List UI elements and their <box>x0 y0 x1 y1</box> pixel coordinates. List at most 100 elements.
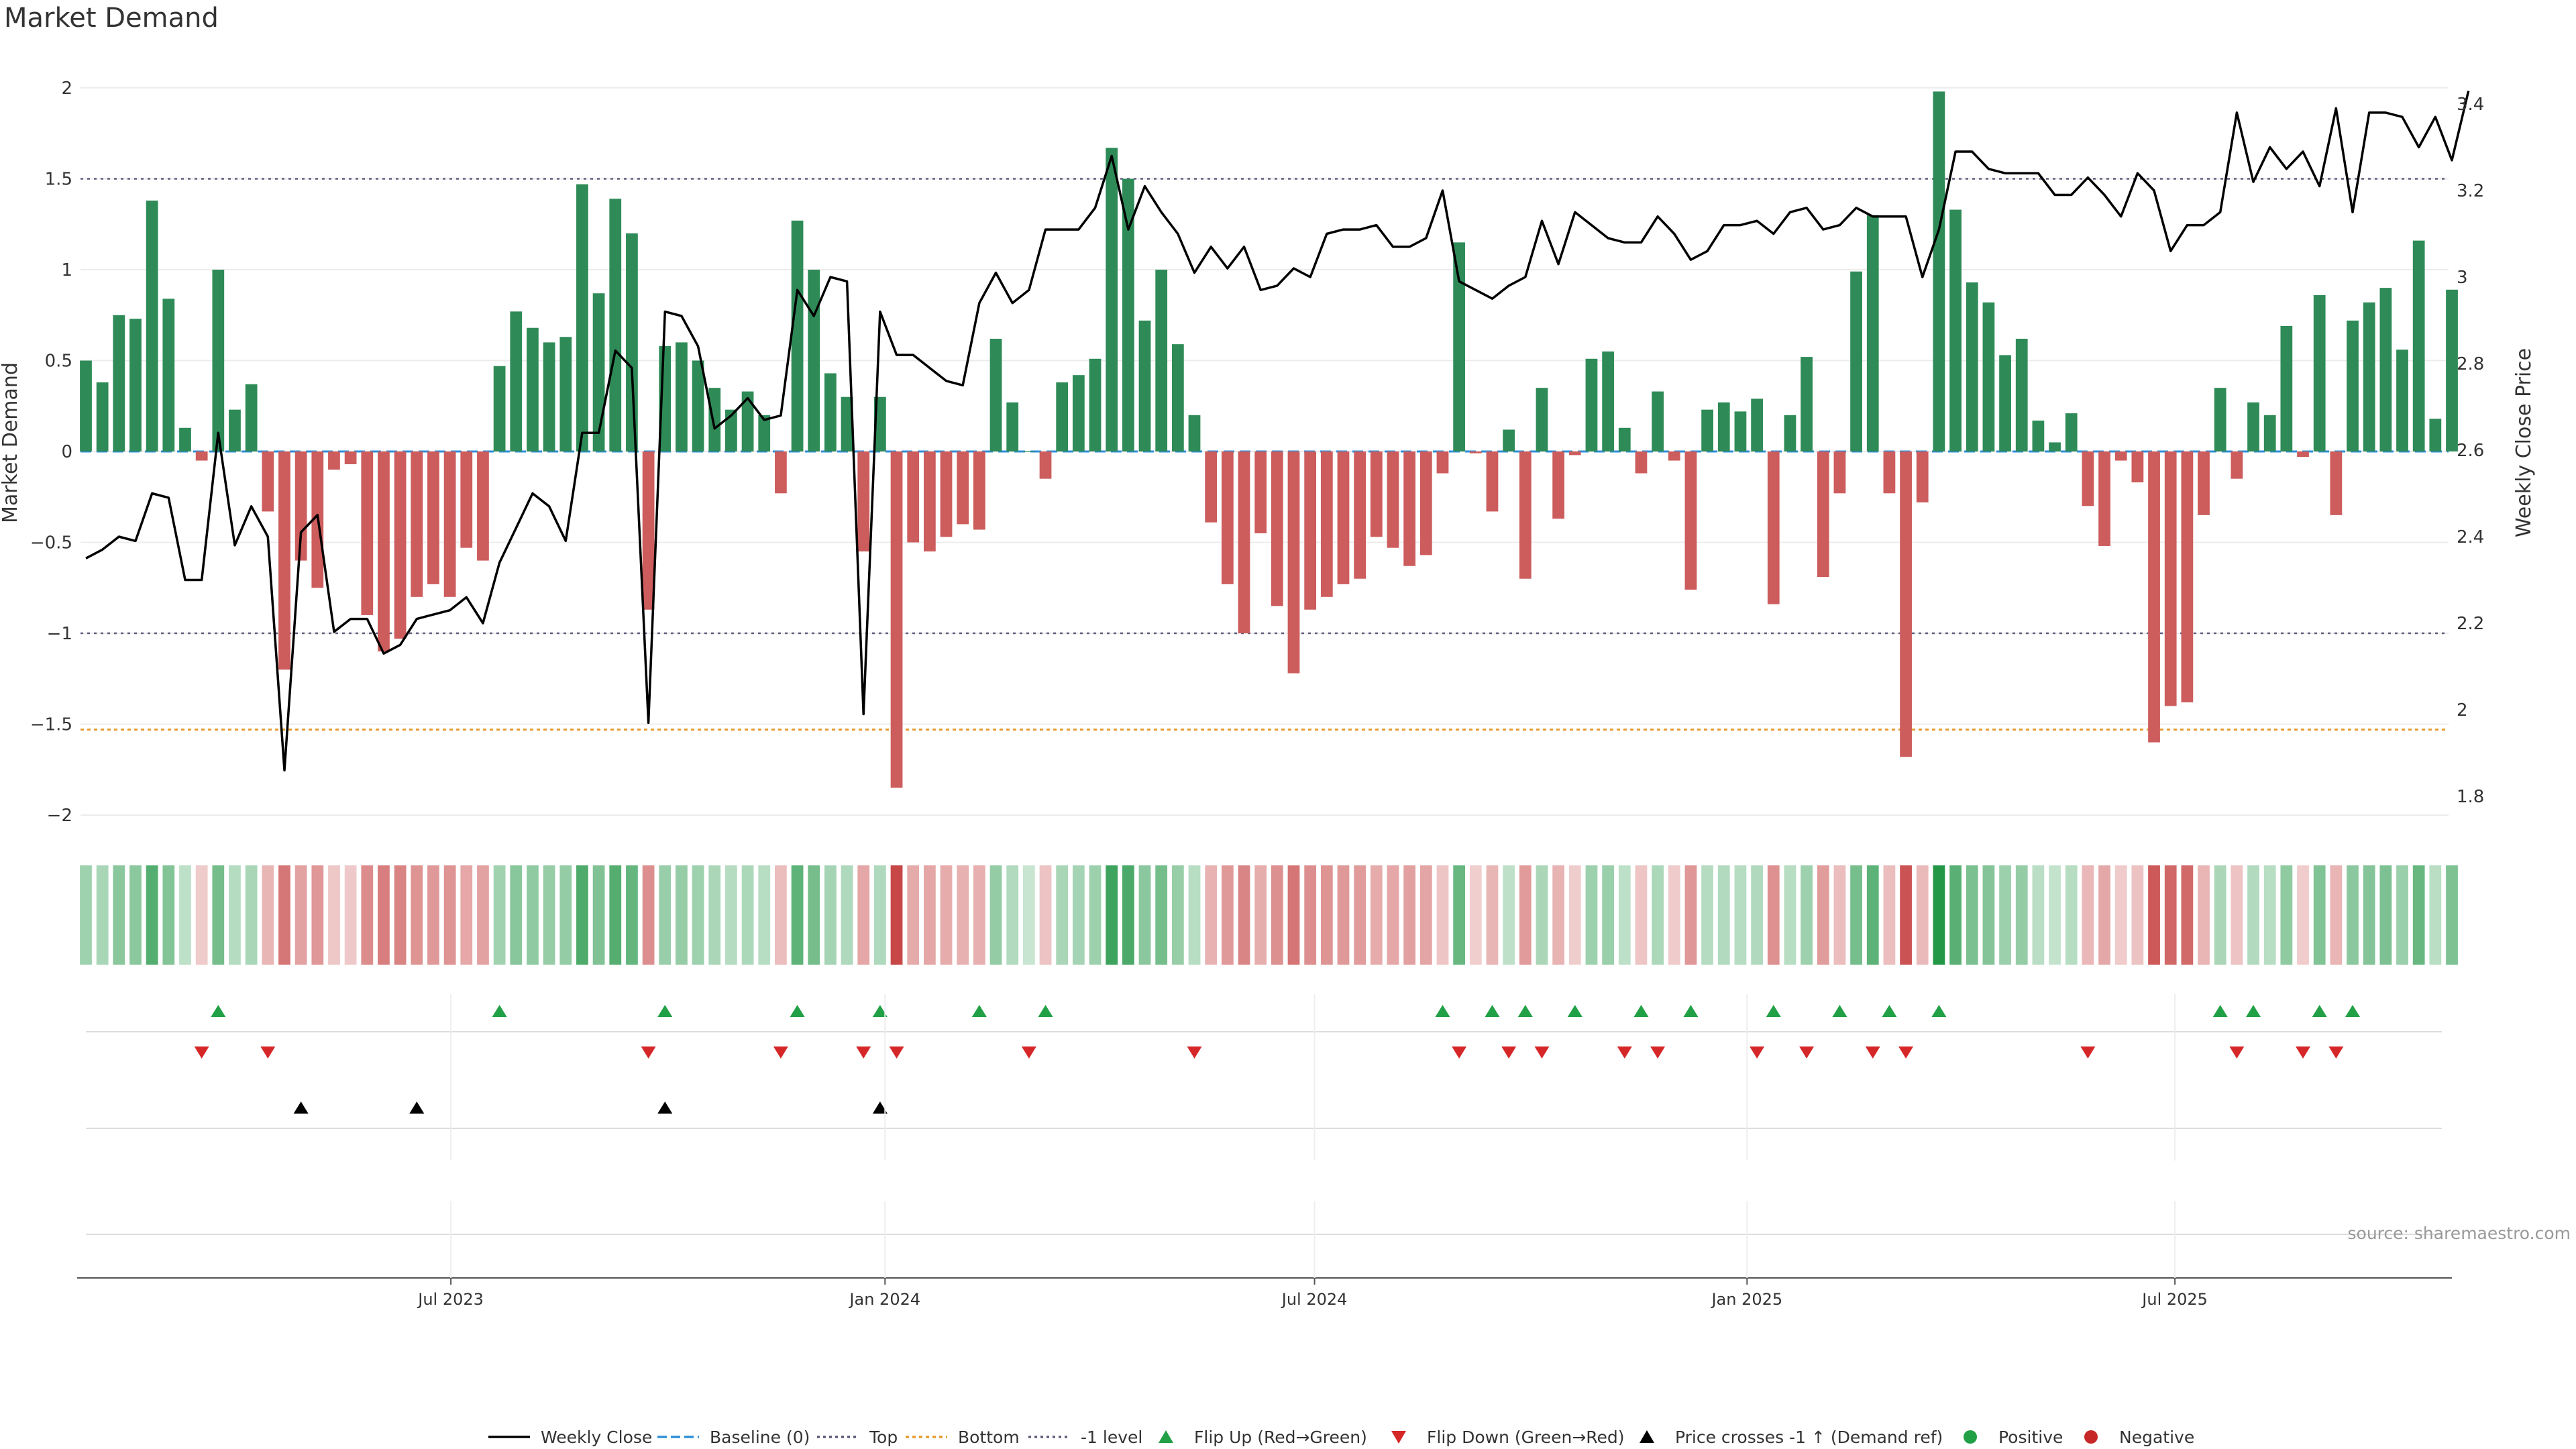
heat-cell <box>2363 865 2375 965</box>
demand-bar <box>924 451 936 552</box>
demand-bar <box>2247 402 2259 451</box>
demand-bar <box>2181 451 2194 702</box>
legend-label: Price crosses -1 ↑ (Demand ref) <box>1675 1428 1943 1447</box>
x-tick-label: Jul 2023 <box>417 1290 484 1309</box>
legend-swatch <box>2084 1430 2098 1444</box>
heat-cell <box>2214 865 2226 965</box>
heat-cell <box>808 865 820 965</box>
heat-cell <box>2446 865 2458 965</box>
heat-cell <box>775 865 787 965</box>
demand-bar <box>1089 358 1102 451</box>
heat-cell <box>1734 865 1747 965</box>
demand-bar <box>1072 375 1085 451</box>
demand-bar <box>195 451 208 461</box>
heat-cell <box>1503 865 1515 965</box>
heat-cell <box>1171 865 1184 965</box>
heat-cell <box>129 865 142 965</box>
demand-bar <box>1701 409 1713 451</box>
demand-bar <box>294 451 307 561</box>
heat-cell <box>1701 865 1713 965</box>
demand-bar <box>146 201 158 451</box>
demand-bar <box>1370 451 1383 537</box>
heat-cell <box>179 865 191 965</box>
flip-down-marker <box>1750 1046 1765 1059</box>
demand-bar <box>1833 451 1846 494</box>
demand-bar <box>113 315 125 451</box>
demand-bar <box>1585 358 1598 451</box>
y2-tick-label: 1.8 <box>2457 787 2484 807</box>
flip-down-marker <box>1650 1046 1666 1059</box>
demand-bar <box>328 451 340 470</box>
flip-up-marker <box>1766 1005 1781 1017</box>
flip-down-marker <box>2328 1046 2344 1059</box>
heat-cell <box>1039 865 1052 965</box>
heat-cell <box>1568 865 1581 965</box>
flip-up-marker <box>971 1005 987 1017</box>
flip-down-marker <box>260 1046 276 1059</box>
demand-bar <box>460 451 473 548</box>
price-cross-marker <box>409 1102 425 1114</box>
heat-cell <box>1469 865 1482 965</box>
demand-bar <box>1304 451 1317 610</box>
demand-bar <box>1801 357 1813 451</box>
demand-bar <box>2363 302 2375 451</box>
heat-cell <box>2247 865 2259 965</box>
heat-cell <box>592 865 605 965</box>
flip-down-marker <box>2296 1046 2311 1059</box>
demand-bar <box>2131 451 2144 483</box>
demand-bar <box>1337 451 1350 584</box>
demand-bar <box>1320 451 1333 597</box>
demand-bar <box>2379 288 2392 451</box>
heat-cell <box>2347 865 2359 965</box>
heat-cell <box>1221 865 1234 965</box>
heat-cell <box>162 865 175 965</box>
price-cross-marker <box>293 1102 309 1114</box>
flip-down-marker <box>1799 1046 1815 1059</box>
heat-cell <box>344 865 357 965</box>
heat-cell <box>328 865 340 965</box>
demand-bar <box>1205 451 1218 523</box>
demand-bar <box>179 427 191 451</box>
demand-bar <box>1536 388 1548 451</box>
heat-cell <box>113 865 125 965</box>
x-tick-label: Jul 2024 <box>1281 1290 1348 1309</box>
demand-bar <box>1982 302 1995 451</box>
y-tick-label: −1.5 <box>30 715 72 735</box>
heat-cell <box>2148 865 2160 965</box>
flip-up-marker <box>2312 1005 2327 1017</box>
demand-bar <box>1387 451 1399 548</box>
heat-cell <box>957 865 969 965</box>
heat-cell <box>1635 865 1648 965</box>
heat-cell <box>2280 865 2293 965</box>
demand-bar <box>2082 451 2094 506</box>
demand-bar <box>2198 451 2210 515</box>
y2-tick-label: 3.4 <box>2457 95 2484 115</box>
y2-tick-label: 2.6 <box>2457 441 2484 461</box>
flip-down-marker <box>1021 1046 1036 1059</box>
legend-label: -1 level <box>1081 1428 1142 1447</box>
heat-cell <box>2131 865 2144 965</box>
demand-bar <box>2297 451 2309 458</box>
demand-bar <box>1652 391 1664 451</box>
demand-bar <box>411 451 423 597</box>
demand-bar <box>1354 451 1366 579</box>
heat-cell <box>1056 865 1069 965</box>
heat-cell <box>676 865 688 965</box>
demand-bar <box>527 327 539 451</box>
demand-bar <box>1684 451 1697 590</box>
demand-bar <box>2396 350 2408 451</box>
demand-bar <box>1006 402 1019 451</box>
legend-label: Flip Down (Green→Red) <box>1427 1428 1625 1447</box>
demand-bar <box>1618 427 1631 451</box>
demand-bar <box>229 409 241 451</box>
heat-cell <box>2263 865 2276 965</box>
flip-up-marker <box>2246 1005 2261 1017</box>
price-cross-marker <box>657 1102 673 1114</box>
demand-bar <box>1022 451 1035 452</box>
heat-cell <box>1138 865 1151 965</box>
demand-bar <box>1221 451 1234 584</box>
demand-bar <box>543 342 555 451</box>
legend-label: Negative <box>2119 1428 2194 1447</box>
demand-bar <box>957 451 969 525</box>
demand-bar <box>378 451 390 652</box>
